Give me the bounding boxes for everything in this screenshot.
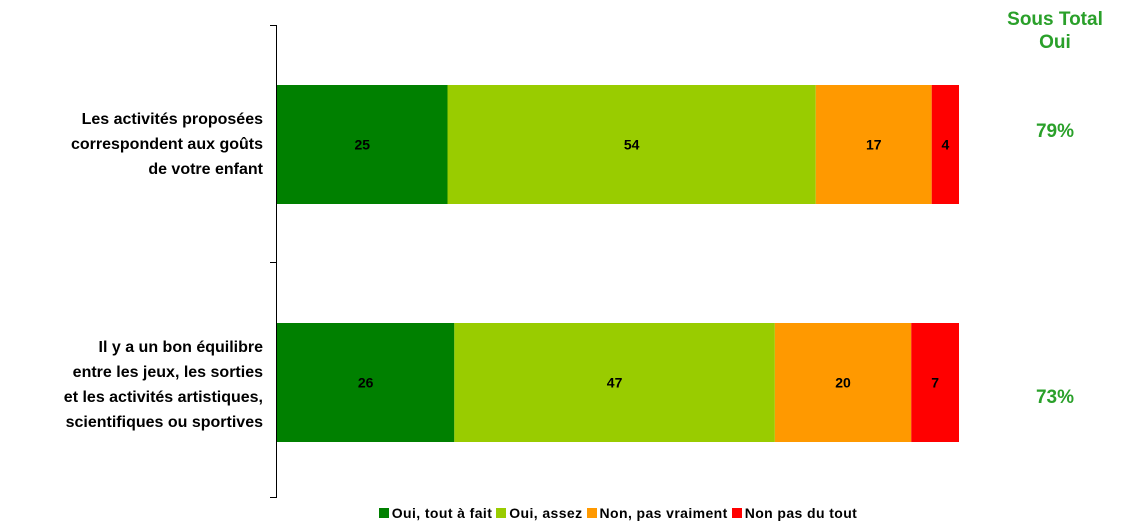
legend-label: Oui, assez <box>509 505 583 521</box>
legend-label: Non pas du tout <box>744 505 858 521</box>
category-label-line: Les activités proposées <box>81 110 263 128</box>
bar-segment-1-2 <box>447 85 816 204</box>
legend-swatch <box>731 508 742 518</box>
category-label-1: Les activités proposées correspondent aux… <box>0 107 263 182</box>
subtotal-header-line-1: Sous Total <box>1007 9 1103 30</box>
legend-label: Oui, tout à fait <box>391 505 493 521</box>
legend-item-1: Oui, tout à fait <box>378 505 493 521</box>
legend-swatch <box>496 508 507 518</box>
legend-swatch <box>586 508 597 518</box>
data-label-2-2: 47 <box>607 375 623 391</box>
legend-item-3: Non, pas vraiment <box>586 505 728 521</box>
category-label-line: scientifiques ou sportives <box>65 414 263 431</box>
data-label-1-3: 17 <box>866 137 882 153</box>
data-label-2-4: 7 <box>931 375 939 391</box>
subtotal-header: Sous Total Oui <box>1000 8 1110 54</box>
bar-segment-1-3 <box>815 85 932 204</box>
subtotal-value-2: 73% <box>1035 387 1075 408</box>
subtotal-header-line-2: Oui <box>1039 32 1071 53</box>
bar-segment-1-4 <box>931 85 959 204</box>
data-label-1-1: 25 <box>354 137 370 153</box>
category-label-line: de votre enfant <box>148 160 263 178</box>
bar-segment-2-3 <box>774 323 912 442</box>
data-label-2-1: 26 <box>358 375 374 391</box>
bar-segment-2-1 <box>277 323 455 442</box>
legend-swatch <box>378 508 389 518</box>
legend: Oui, tout à fait Oui, assez Non, pas vraim… <box>0 505 1131 521</box>
legend-item-4: Non pas du tout <box>731 505 858 521</box>
subtotal-value-1: 79% <box>1035 121 1075 142</box>
data-label-1-4: 4 <box>941 137 949 153</box>
category-label-line: et les activités artistiques, <box>63 389 263 406</box>
legend-item-2: Oui, assez <box>496 505 582 521</box>
bar-segment-2-2 <box>454 323 775 442</box>
category-label-line: Il y a un bon équilibre <box>98 339 263 356</box>
category-label-line: entre les jeux, les sorties <box>72 364 263 381</box>
bar-segment-2-4 <box>911 323 959 442</box>
data-label-2-3: 20 <box>835 375 851 391</box>
category-label-2: Il y a un bon équilibre entre les jeux, l… <box>0 335 263 435</box>
category-label-line: correspondent aux goûts <box>70 135 263 153</box>
bar-segment-1-1 <box>277 85 448 204</box>
legend-label: Non, pas vraiment <box>599 505 728 521</box>
data-label-1-2: 54 <box>624 137 640 153</box>
